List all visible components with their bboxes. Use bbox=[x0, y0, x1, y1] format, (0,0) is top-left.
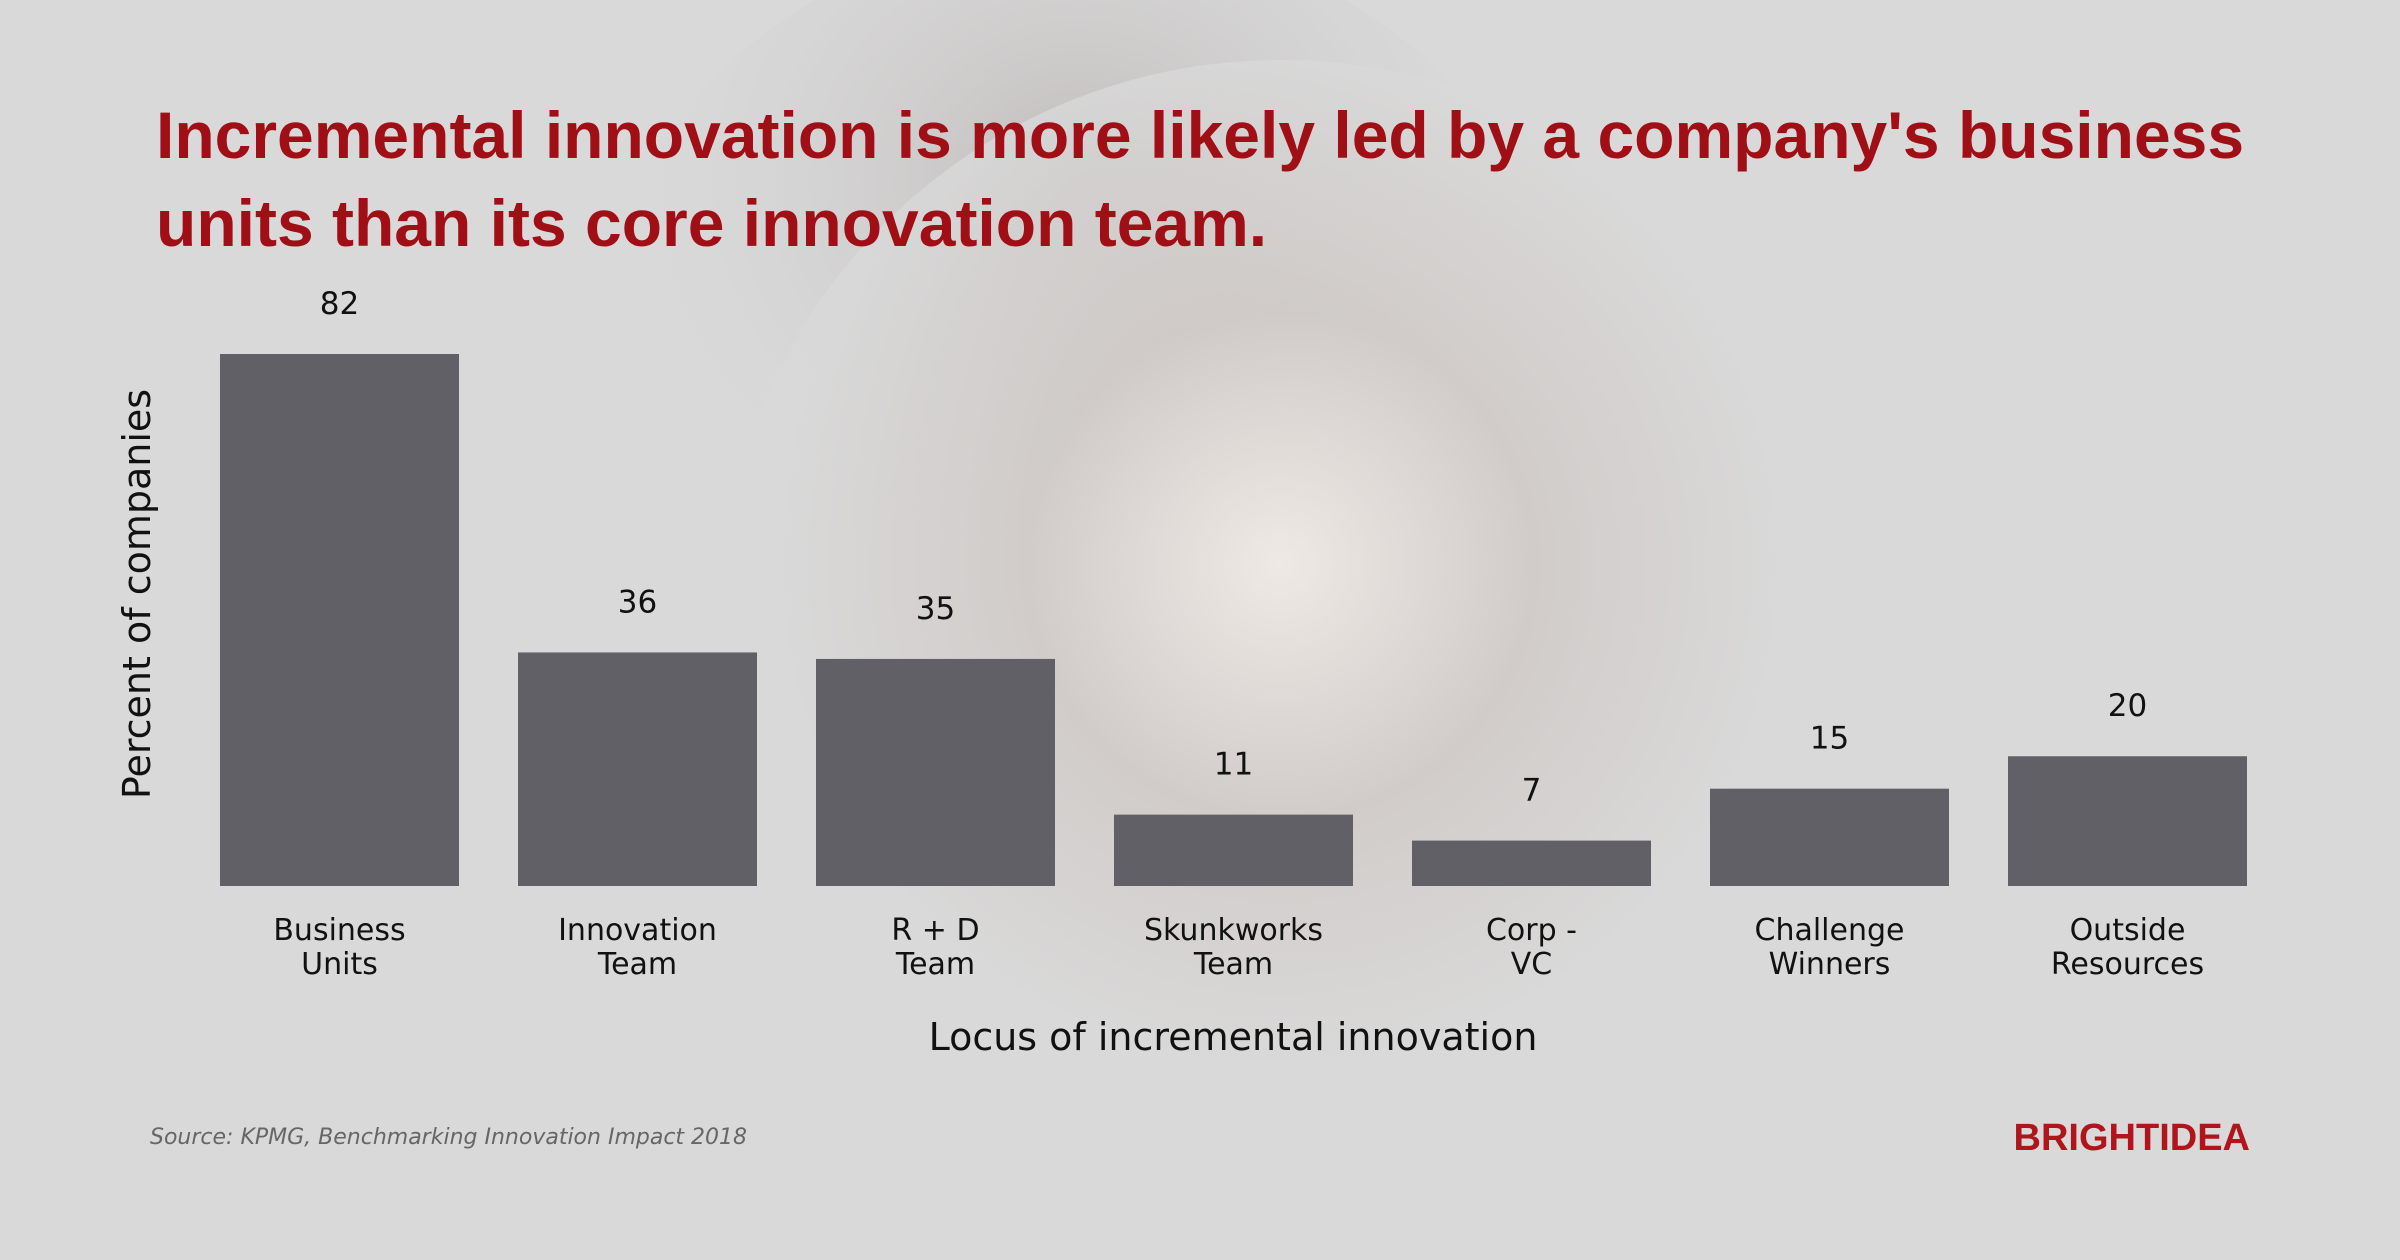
value-label: 35 bbox=[916, 591, 955, 627]
logo: BRIGHTIDEA bbox=[2014, 1117, 2250, 1159]
value-label: 36 bbox=[618, 584, 657, 620]
bar bbox=[1710, 788, 1949, 886]
x-tick-label: Innovation Team bbox=[558, 913, 717, 982]
x-tick-label: Skunkworks Team bbox=[1144, 913, 1323, 982]
x-tick-label: Outside Resources bbox=[2051, 913, 2204, 982]
bar bbox=[220, 354, 459, 886]
bar bbox=[1114, 814, 1353, 886]
source-note: Source: KPMG, Benchmarking Innovation Im… bbox=[150, 1125, 747, 1150]
x-tick-label: Challenge Winners bbox=[1755, 913, 1905, 982]
bar bbox=[816, 658, 1055, 886]
value-label: 7 bbox=[1522, 773, 1542, 809]
background-glow bbox=[720, 60, 1840, 1180]
x-tick-label: R + D Team bbox=[891, 913, 979, 982]
chart-title: Incremental innovation is more likely le… bbox=[156, 98, 2244, 260]
x-tick-label: Business Units bbox=[273, 913, 405, 982]
x-tick-label: Corp -VC bbox=[1486, 913, 1577, 982]
bar bbox=[1412, 840, 1651, 886]
bar bbox=[2008, 756, 2247, 886]
bar bbox=[518, 652, 757, 886]
y-axis-title: Percent of companies bbox=[115, 389, 159, 799]
value-label: 20 bbox=[2108, 688, 2147, 724]
value-label: 15 bbox=[1810, 721, 1849, 757]
x-axis-title: Locus of incremental innovation bbox=[929, 1015, 1538, 1059]
value-label: 82 bbox=[320, 286, 359, 322]
value-label: 11 bbox=[1214, 747, 1253, 783]
